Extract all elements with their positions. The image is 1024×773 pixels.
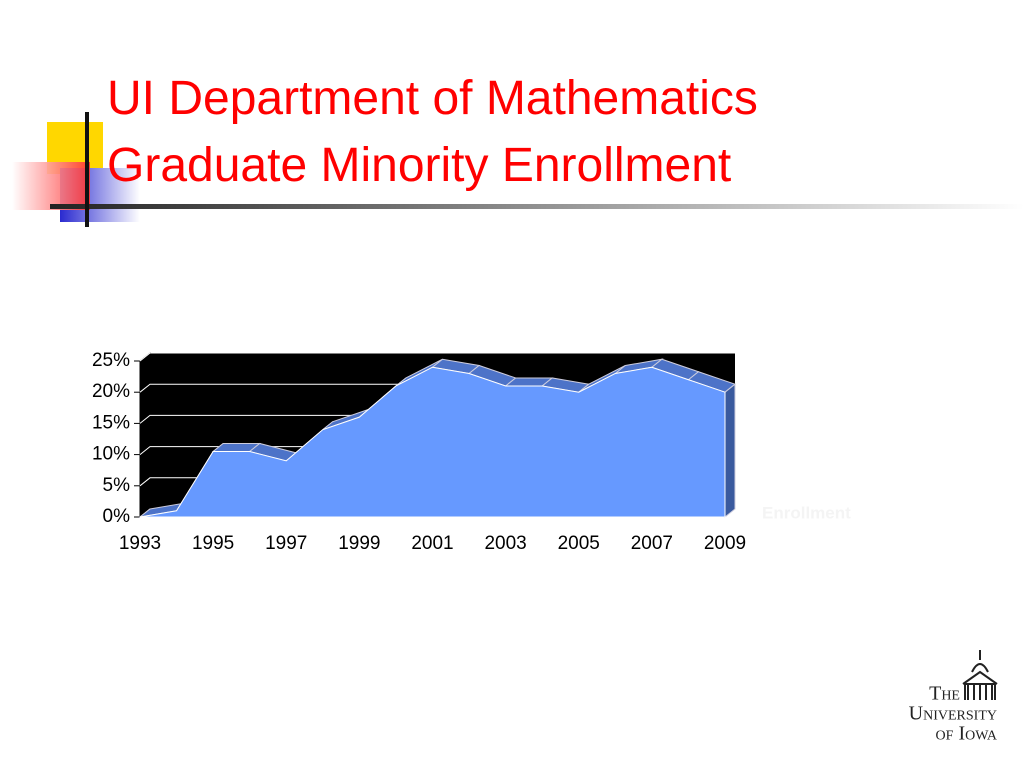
- logo-icon: [962, 650, 998, 700]
- area-side-3d: [724, 383, 736, 519]
- x-tick-label: 2009: [704, 533, 746, 554]
- title-line: UI Department of Mathematics Graduate Min…: [107, 72, 758, 192]
- x-tick-label: 2001: [411, 533, 453, 554]
- decoration: [12, 112, 1024, 227]
- area: [139, 366, 726, 518]
- chart: 0% 5% 10% 15% 20% 25% 1993 1995 1997 1999 2001 2003…: [92, 350, 746, 554]
- logo-text: University: [909, 703, 997, 725]
- x-tick-label: 2005: [558, 533, 600, 554]
- x-tick-label: 2007: [631, 533, 673, 554]
- x-tick-label: 1993: [119, 533, 161, 554]
- side-wall: [139, 351, 151, 519]
- x-tick-label: 1997: [265, 533, 307, 554]
- x-tick-label: 1995: [192, 533, 234, 554]
- x-tick-label: 2003: [484, 533, 526, 554]
- logo-text: The: [929, 683, 960, 705]
- y-tick-label: 10%: [92, 444, 130, 465]
- y-tick-label: 5%: [103, 475, 131, 496]
- y-tick-label: 20%: [92, 381, 130, 402]
- logo-text: of Iowa: [936, 723, 998, 745]
- legend-entry: Enrollment: [762, 503, 851, 522]
- y-tick-label: 15%: [92, 412, 130, 433]
- x-tick-label: 1999: [338, 533, 380, 554]
- grid-line: [139, 352, 735, 362]
- logo: The University of Iowa: [909, 650, 998, 745]
- y-tick-label: 0%: [103, 506, 131, 527]
- y-tick-label: 25%: [92, 350, 130, 371]
